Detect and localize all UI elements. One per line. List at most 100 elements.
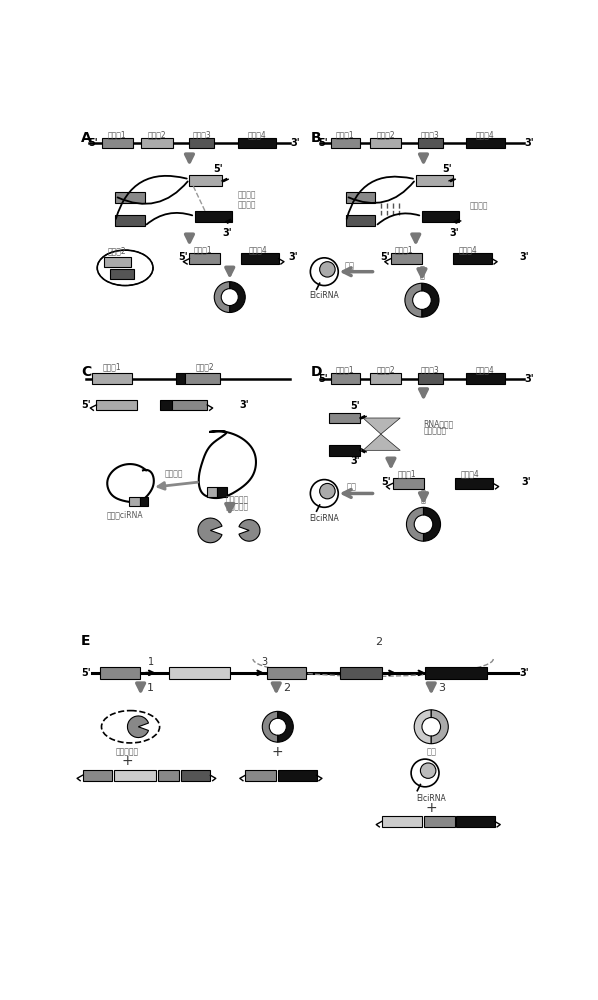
Bar <box>104 257 130 267</box>
Text: 外显子1: 外显子1 <box>397 470 416 479</box>
Bar <box>96 400 137 410</box>
Text: 2: 2 <box>375 637 382 647</box>
Wedge shape <box>431 710 448 744</box>
Bar <box>185 373 221 384</box>
Text: 外显子1: 外显子1 <box>336 366 355 375</box>
Text: 5': 5' <box>319 374 328 384</box>
Text: 或者: 或者 <box>426 748 437 757</box>
Circle shape <box>420 763 436 778</box>
Bar <box>416 175 453 186</box>
Bar <box>92 373 132 384</box>
Bar <box>129 497 140 506</box>
Bar <box>102 138 133 148</box>
Text: 外显子4: 外显子4 <box>476 366 495 375</box>
Wedge shape <box>423 507 441 541</box>
Wedge shape <box>239 520 260 541</box>
Bar <box>423 816 454 827</box>
Bar <box>453 253 492 264</box>
Bar <box>114 770 156 781</box>
Text: 外显子2: 外显子2 <box>108 246 127 255</box>
Bar <box>242 253 279 264</box>
Wedge shape <box>263 711 278 742</box>
Text: 5': 5' <box>319 138 328 148</box>
Text: 5': 5' <box>89 138 98 148</box>
Text: 外显子2: 外显子2 <box>376 366 395 375</box>
Bar <box>175 373 185 384</box>
Text: 1: 1 <box>147 683 154 693</box>
Wedge shape <box>422 283 439 317</box>
Text: 3': 3' <box>239 400 249 410</box>
Bar <box>346 215 376 226</box>
Text: 5': 5' <box>178 252 188 262</box>
Text: 外切酶降解: 外切酶降解 <box>226 503 249 512</box>
Text: 内含子索套: 内含子索套 <box>116 748 139 757</box>
Bar <box>425 667 487 679</box>
Text: 3': 3' <box>222 228 232 238</box>
Wedge shape <box>230 282 245 312</box>
Text: 3': 3' <box>291 138 300 148</box>
Text: B: B <box>310 131 321 145</box>
Bar <box>466 138 505 148</box>
Text: E: E <box>81 634 90 648</box>
Text: 拼接受体: 拼接受体 <box>237 200 256 209</box>
Bar <box>466 373 505 384</box>
Text: 或者: 或者 <box>345 262 355 271</box>
Text: 外显子3: 外显子3 <box>421 366 440 375</box>
Text: 外显子1: 外显子1 <box>103 363 121 372</box>
Text: A: A <box>81 131 91 145</box>
Text: 外显子1: 外显子1 <box>395 245 413 254</box>
Wedge shape <box>127 716 148 738</box>
Bar <box>456 816 495 827</box>
Bar <box>370 373 401 384</box>
Text: 外显子2: 外显子2 <box>196 363 214 372</box>
Text: 外显子4: 外显子4 <box>459 245 478 254</box>
Bar <box>382 816 422 827</box>
Bar <box>190 175 222 186</box>
Bar <box>245 770 276 781</box>
Text: ElciRNA: ElciRNA <box>309 514 339 523</box>
Text: RNA结合蛋: RNA结合蛋 <box>423 419 454 428</box>
Text: 外显子2: 外显子2 <box>376 130 395 139</box>
Bar <box>195 211 232 222</box>
Text: 5': 5' <box>81 668 91 678</box>
Text: +: + <box>121 754 133 768</box>
Text: 3: 3 <box>261 657 268 667</box>
Text: 3': 3' <box>450 228 459 238</box>
Text: 外显子2: 外显子2 <box>148 130 166 139</box>
Text: 外显子3: 外显子3 <box>193 130 211 139</box>
Bar <box>206 487 217 497</box>
Bar <box>140 497 148 506</box>
Text: 5': 5' <box>81 400 90 410</box>
Bar <box>181 770 210 781</box>
Bar <box>391 253 422 264</box>
Bar <box>158 770 179 781</box>
Bar <box>340 667 383 679</box>
Text: 拼接供体: 拼接供体 <box>237 190 256 199</box>
Text: 白反式因子: 白反式因子 <box>423 427 447 436</box>
Text: 5': 5' <box>213 164 223 174</box>
Circle shape <box>320 483 335 499</box>
Text: 3': 3' <box>520 252 529 262</box>
Circle shape <box>320 262 335 277</box>
Text: 降: 降 <box>421 489 426 498</box>
Text: D: D <box>310 365 322 379</box>
Bar <box>422 211 459 222</box>
Text: 5': 5' <box>442 164 451 174</box>
Wedge shape <box>414 710 431 744</box>
Text: 外显子1: 外显子1 <box>336 130 355 139</box>
Text: 1: 1 <box>148 657 154 667</box>
Text: 外显子4: 外显子4 <box>248 130 266 139</box>
Text: 解: 解 <box>421 495 426 504</box>
Wedge shape <box>407 507 423 541</box>
Bar <box>190 138 214 148</box>
Bar <box>99 667 140 679</box>
Text: 2: 2 <box>283 683 290 693</box>
Bar <box>329 445 360 456</box>
Polygon shape <box>363 434 400 450</box>
Bar <box>217 487 227 497</box>
Text: 外显子4: 外显子4 <box>460 470 480 479</box>
Bar <box>418 373 443 384</box>
Bar <box>418 138 443 148</box>
Bar <box>278 770 316 781</box>
Text: 外显子3: 外显子3 <box>114 269 132 278</box>
